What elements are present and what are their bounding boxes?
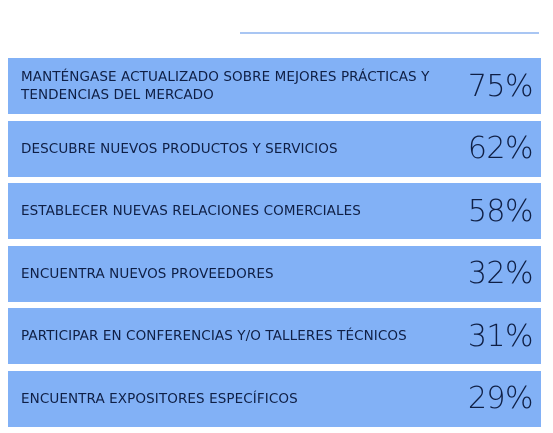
stat-value: 31% [467,318,534,354]
stat-value: 75% [467,68,534,104]
stat-label: ESTABLECER NUEVAS RELACIONES COMERCIALES [21,203,361,219]
stat-label: ENCUENTRA EXPOSITORES ESPECÍFICOS [21,390,298,407]
stat-label: MANTÉNGASE ACTUALIZADO SOBRE MEJORES PRÁ… [21,69,430,103]
stat-value: 32% [467,256,534,291]
stat-row: PARTICIPAR EN CONFERENCIAS Y/O TALLERES … [8,308,541,364]
stat-row: ENCUENTRA NUEVOS PROVEEDORES 32% [8,245,541,302]
stat-value: 62% [467,131,534,166]
stat-row: ENCUENTRA EXPOSITORES ESPECÍFICOS 29% [8,370,541,427]
stats-list: MANTÉNGASE ACTUALIZADO SOBRE MEJORES PRÁ… [8,58,541,433]
stat-label: PARTICIPAR EN CONFERENCIAS Y/O TALLERES … [21,328,407,344]
stat-row: DESCUBRE NUEVOS PRODUCTOS Y SERVICIOS 62… [8,120,541,177]
stat-value: 29% [467,381,534,416]
stat-row: MANTÉNGASE ACTUALIZADO SOBRE MEJORES PRÁ… [8,58,541,114]
stat-value: 58% [467,193,534,229]
stat-label: ENCUENTRA NUEVOS PROVEEDORES [21,265,274,282]
header-rule [240,32,539,34]
stat-label: DESCUBRE NUEVOS PRODUCTOS Y SERVICIOS [21,140,338,157]
stat-row: ESTABLECER NUEVAS RELACIONES COMERCIALES… [8,183,541,239]
